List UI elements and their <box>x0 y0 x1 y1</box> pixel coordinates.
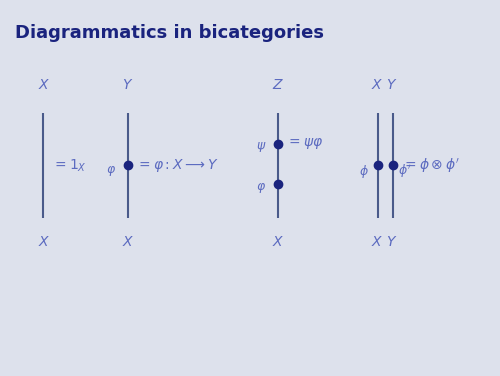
Text: $\psi$: $\psi$ <box>256 139 266 154</box>
Text: $X$: $X$ <box>122 235 135 249</box>
Text: $X$: $X$ <box>371 78 384 92</box>
Text: $X$: $X$ <box>38 78 50 92</box>
Text: $= 1_X$: $= 1_X$ <box>52 157 88 174</box>
Text: $X$: $X$ <box>38 235 50 249</box>
Text: $= \psi\varphi$: $= \psi\varphi$ <box>286 136 323 151</box>
Text: Diagrammatics in bicategories: Diagrammatics in bicategories <box>15 24 324 42</box>
Text: $Y$: $Y$ <box>386 235 398 249</box>
Text: $X$: $X$ <box>371 235 384 249</box>
Text: $X$: $X$ <box>272 235 285 249</box>
Text: $\varphi$: $\varphi$ <box>106 164 116 178</box>
Text: $Z$: $Z$ <box>272 78 284 92</box>
Text: $\phi$: $\phi$ <box>359 162 369 180</box>
Text: $= \phi\otimes\phi'$: $= \phi\otimes\phi'$ <box>402 156 460 174</box>
Text: $\varphi$: $\varphi$ <box>256 181 266 195</box>
Text: $\phi'$: $\phi'$ <box>398 162 411 180</box>
Text: $Y$: $Y$ <box>386 78 398 92</box>
Text: $Y$: $Y$ <box>122 78 134 92</box>
Text: $= \varphi : X \longrightarrow Y$: $= \varphi : X \longrightarrow Y$ <box>136 157 218 174</box>
